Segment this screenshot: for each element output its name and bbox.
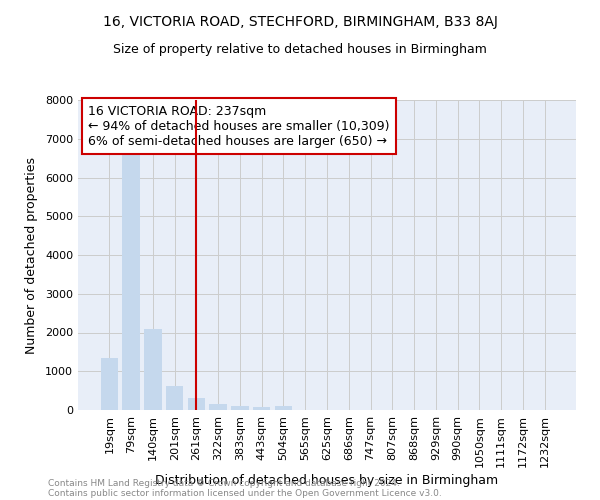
Text: Contains HM Land Registry data © Crown copyright and database right 2024.: Contains HM Land Registry data © Crown c… — [48, 478, 400, 488]
Bar — [275, 406, 292, 410]
Y-axis label: Number of detached properties: Number of detached properties — [25, 156, 38, 354]
Text: Contains public sector information licensed under the Open Government Licence v3: Contains public sector information licen… — [48, 488, 442, 498]
Bar — [231, 406, 248, 410]
Bar — [122, 155, 140, 410]
Bar — [188, 398, 205, 410]
X-axis label: Distribution of detached houses by size in Birmingham: Distribution of detached houses by size … — [155, 474, 499, 487]
Text: 16, VICTORIA ROAD, STECHFORD, BIRMINGHAM, B33 8AJ: 16, VICTORIA ROAD, STECHFORD, BIRMINGHAM… — [103, 15, 497, 29]
Text: 16 VICTORIA ROAD: 237sqm
← 94% of detached houses are smaller (10,309)
6% of sem: 16 VICTORIA ROAD: 237sqm ← 94% of detach… — [88, 104, 389, 148]
Bar — [209, 404, 227, 410]
Bar — [166, 386, 184, 410]
Text: Size of property relative to detached houses in Birmingham: Size of property relative to detached ho… — [113, 42, 487, 56]
Bar — [101, 358, 118, 410]
Bar — [253, 408, 271, 410]
Bar — [144, 328, 161, 410]
